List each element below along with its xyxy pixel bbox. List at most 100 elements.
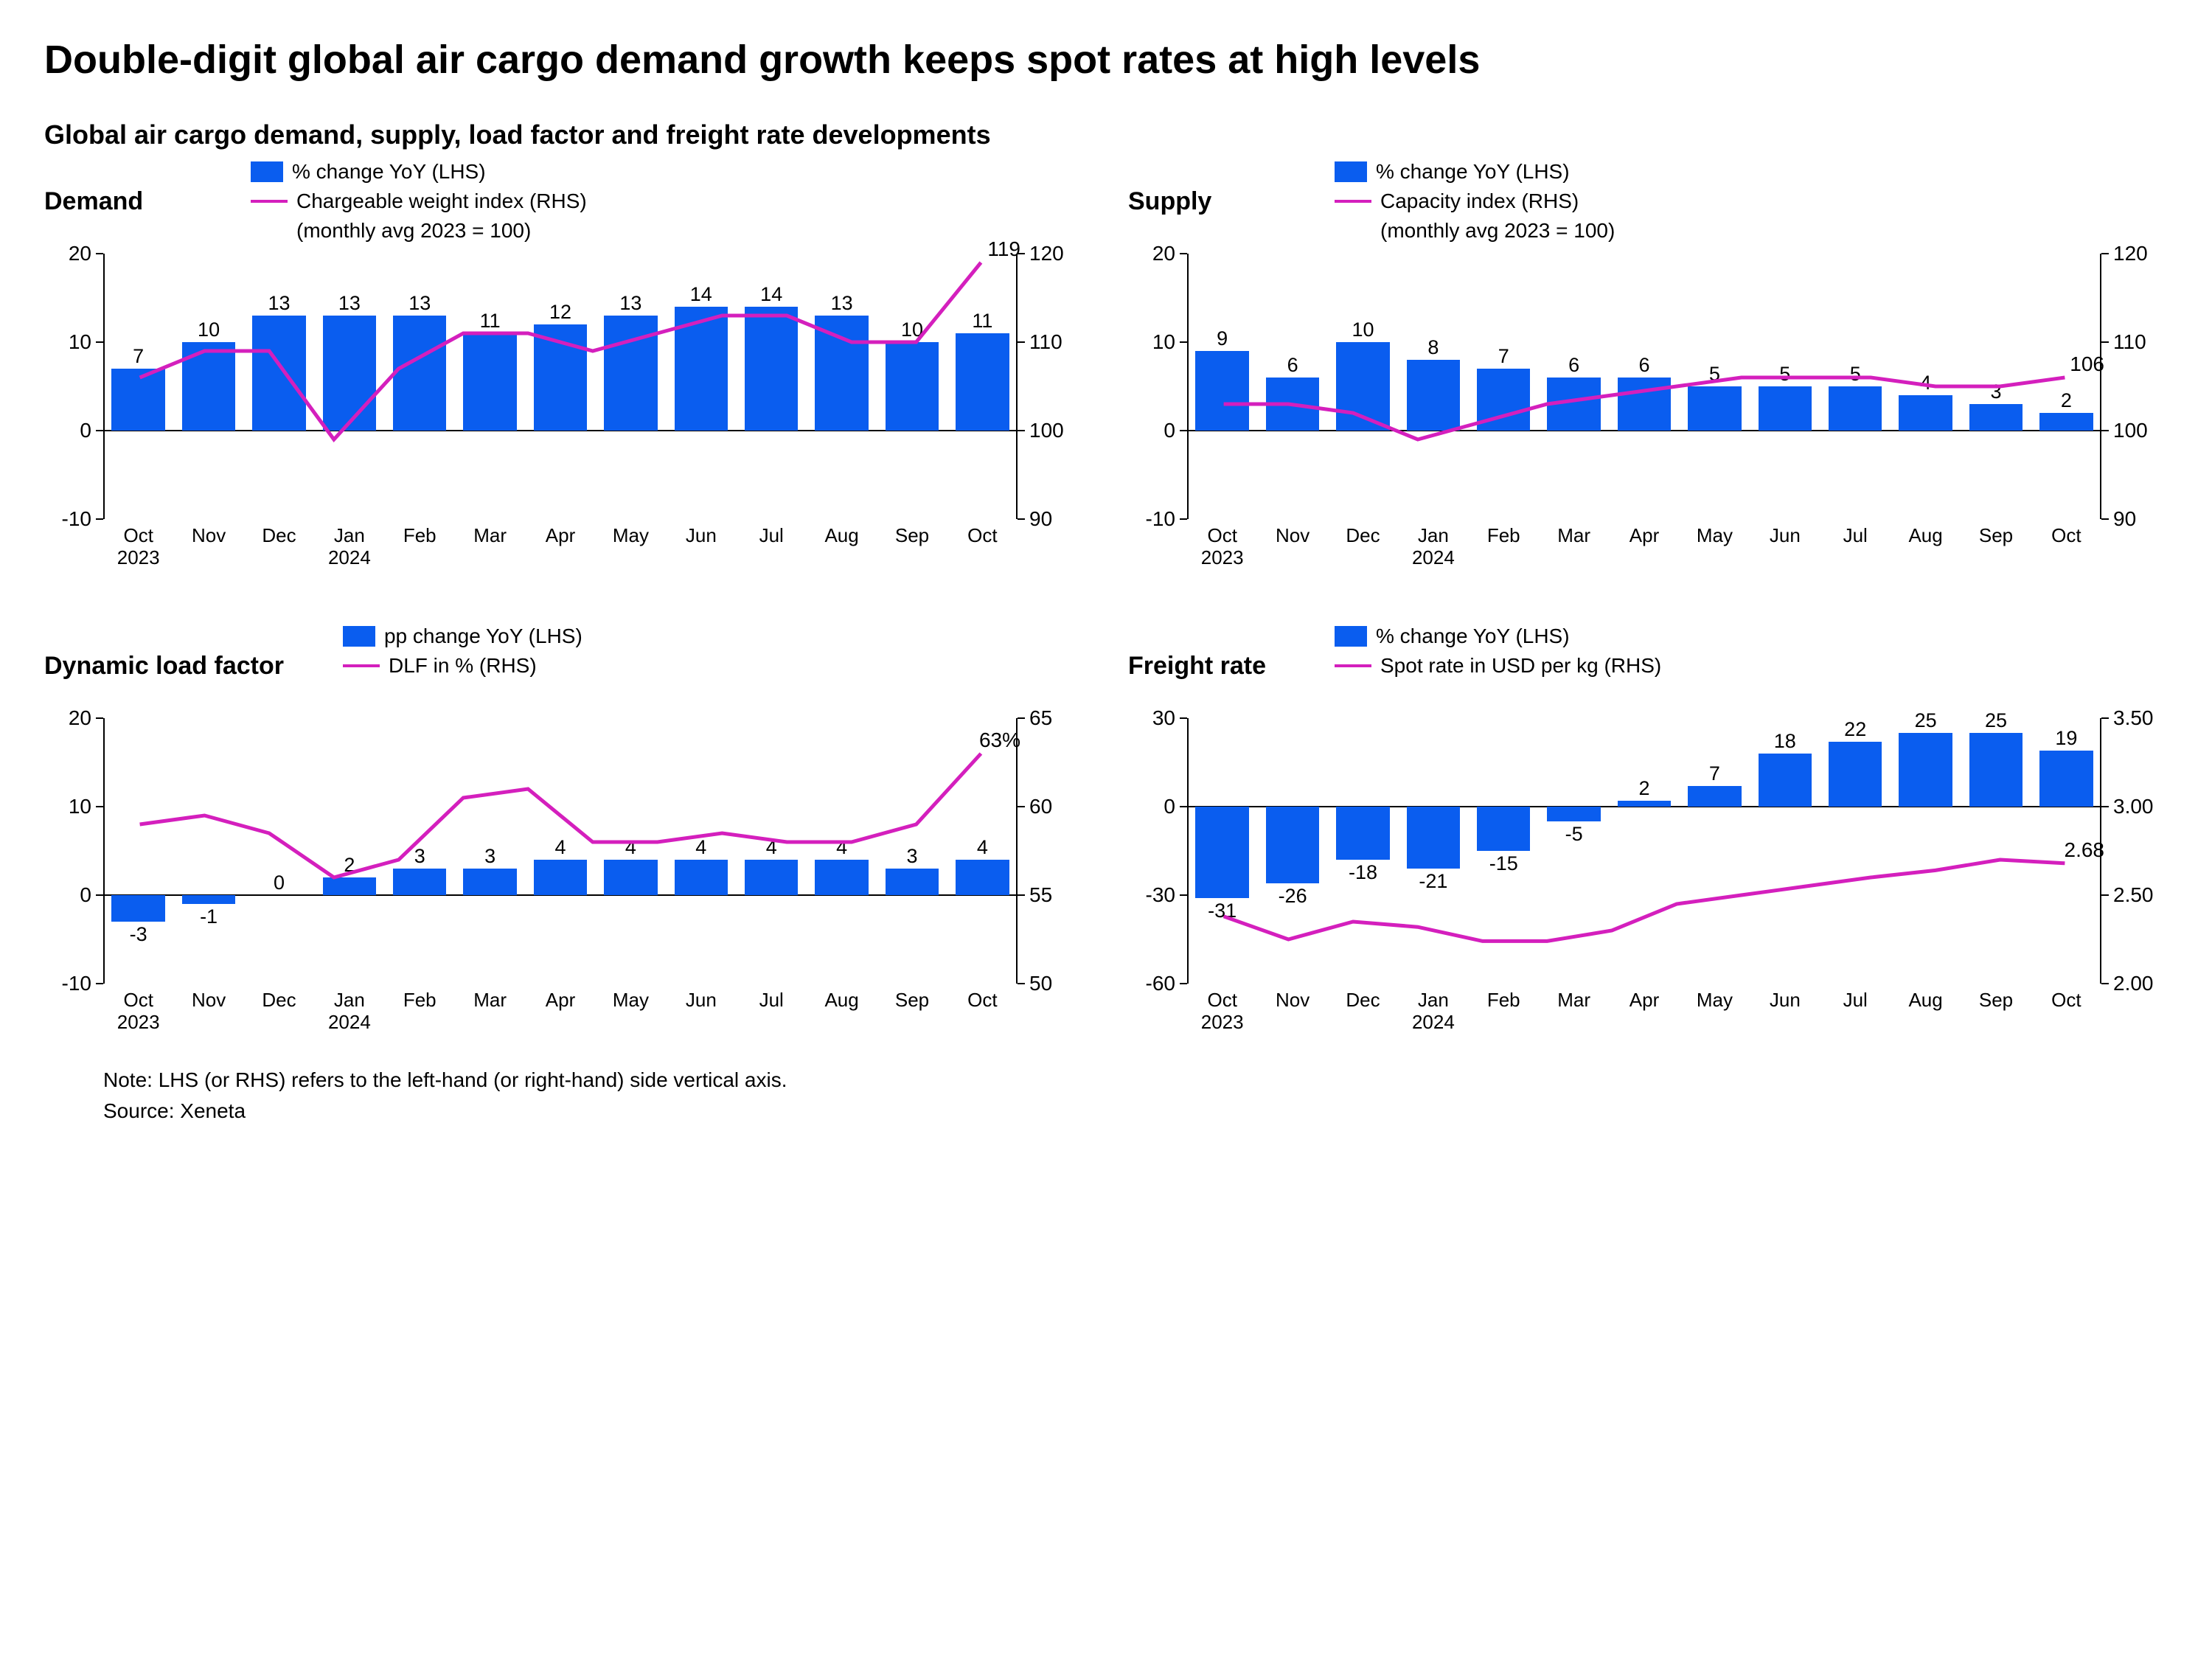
x-label: Nov (173, 525, 243, 569)
line-series (103, 254, 1018, 519)
x-label: Jul (737, 990, 807, 1034)
x-label: May (1680, 990, 1750, 1034)
x-label: Feb (1469, 990, 1539, 1034)
x-axis-labels: Oct2023NovDecJan2024FebMarAprMayJunJulAu… (1187, 519, 2101, 569)
x-label: May (596, 525, 666, 569)
ticklabel-left: 0 (1164, 795, 1175, 818)
tick-left (1180, 518, 1187, 520)
x-label: Mar (1539, 990, 1609, 1034)
main-title: Double-digit global air cargo demand gro… (44, 37, 2168, 83)
footnote-source: Source: Xeneta (103, 1096, 2168, 1127)
x-label: Apr (525, 525, 595, 569)
line-end-label: 119 (987, 237, 1020, 261)
ticklabel-left: 10 (1152, 330, 1175, 354)
x-label: Oct (2031, 525, 2101, 569)
x-label: Aug (807, 525, 877, 569)
panel-title: Dynamic load factor (44, 622, 284, 681)
subtitle: Global air cargo demand, supply, load fa… (44, 119, 2168, 150)
ticklabel-right: 100 (2113, 419, 2148, 442)
tick-left (1180, 983, 1187, 984)
tick-right (1018, 806, 1025, 807)
x-label: Sep (1961, 990, 2031, 1034)
ticklabel-left: 0 (80, 883, 91, 907)
ticklabel-left: 30 (1152, 706, 1175, 730)
legend-bar-swatch (343, 626, 375, 647)
plot-area: -100102050556065-3-10233444443463%Oct202… (103, 718, 1018, 984)
ticklabel-left: -60 (1146, 972, 1175, 995)
panel-title: Demand (44, 158, 192, 216)
x-label: Jun (666, 990, 736, 1034)
ticklabel-left: -10 (62, 507, 91, 531)
line-path (1224, 860, 2065, 941)
x-label: Dec (244, 990, 314, 1034)
x-label: May (596, 990, 666, 1034)
x-label: Nov (1257, 990, 1327, 1034)
x-label: Jan2024 (314, 990, 384, 1034)
legend: pp change YoY (LHS)DLF in % (RHS) (343, 622, 582, 681)
tick-left (96, 717, 103, 719)
x-label: Oct (947, 990, 1018, 1034)
tick-left (1180, 253, 1187, 254)
line-path (140, 262, 981, 439)
x-label: Aug (1891, 525, 1961, 569)
panel-dlf: Dynamic load factor pp change YoY (LHS)DL… (44, 622, 1084, 1043)
footnote: Note: LHS (or RHS) refers to the left-ha… (44, 1065, 2168, 1127)
legend-bar-label: % change YoY (LHS) (292, 158, 486, 186)
ticklabel-right: 3.50 (2113, 706, 2154, 730)
tick-left (1180, 430, 1187, 431)
tick-left (96, 518, 103, 520)
ticklabel-left: -10 (62, 972, 91, 995)
legend: % change YoY (LHS)Chargeable weight inde… (251, 158, 587, 244)
legend-bar-label: % change YoY (LHS) (1376, 622, 1570, 650)
ticklabel-left: 10 (69, 330, 91, 354)
tick-right (1018, 518, 1025, 520)
tick-left (96, 894, 103, 896)
x-axis-labels: Oct2023NovDecJan2024FebMarAprMayJunJulAu… (103, 519, 1018, 569)
x-label: Nov (173, 990, 243, 1034)
ticklabel-left: 20 (69, 242, 91, 265)
legend: % change YoY (LHS)Capacity index (RHS)(m… (1335, 158, 1615, 244)
x-label: Oct2023 (1187, 525, 1257, 569)
tick-right (2101, 430, 2109, 431)
legend-line-swatch (251, 200, 288, 203)
ticklabel-right: 55 (1029, 883, 1052, 907)
x-label: Oct2023 (1187, 990, 1257, 1034)
x-label: Feb (1469, 525, 1539, 569)
x-label: Sep (1961, 525, 2031, 569)
panel-freight: Freight rate% change YoY (LHS)Spot rate … (1128, 622, 2168, 1043)
tick-right (1018, 983, 1025, 984)
tick-left (96, 253, 103, 254)
x-label: Jun (1750, 990, 1820, 1034)
ticklabel-right: 90 (2113, 507, 2136, 531)
x-label: Sep (877, 525, 947, 569)
tick-right (1018, 717, 1025, 719)
x-label: Feb (385, 525, 455, 569)
legend-line-label: Chargeable weight index (RHS) (296, 187, 587, 215)
x-label: Sep (877, 990, 947, 1034)
x-label: Jul (1820, 525, 1891, 569)
x-label: Jan2024 (1398, 525, 1468, 569)
plot-area: -10010209010011012096108766555432106Oct2… (1187, 254, 2101, 519)
ticklabel-right: 120 (1029, 242, 1064, 265)
tick-left (96, 430, 103, 431)
x-label: Jan2024 (1398, 990, 1468, 1034)
tick-left (1180, 806, 1187, 807)
plot-area: -60-300302.002.503.003.50-31-26-18-21-15… (1187, 718, 2101, 984)
x-label: Aug (807, 990, 877, 1034)
ticklabel-left: 0 (1164, 419, 1175, 442)
x-label: Apr (525, 990, 595, 1034)
line-path (1224, 378, 2065, 439)
tick-right (1018, 894, 1025, 896)
legend-line-swatch (1335, 200, 1371, 203)
x-label: Oct (947, 525, 1018, 569)
legend-line-label: Spot rate in USD per kg (RHS) (1380, 652, 1661, 680)
x-label: Jun (666, 525, 736, 569)
legend-bar-swatch (1335, 626, 1367, 647)
ticklabel-left: 20 (1152, 242, 1175, 265)
line-series (1187, 254, 2101, 519)
ticklabel-right: 120 (2113, 242, 2148, 265)
ticklabel-left: -30 (1146, 883, 1175, 907)
legend-line-sublabel: (monthly avg 2023 = 100) (251, 217, 587, 245)
ticklabel-right: 100 (1029, 419, 1064, 442)
ticklabel-right: 3.00 (2113, 795, 2154, 818)
